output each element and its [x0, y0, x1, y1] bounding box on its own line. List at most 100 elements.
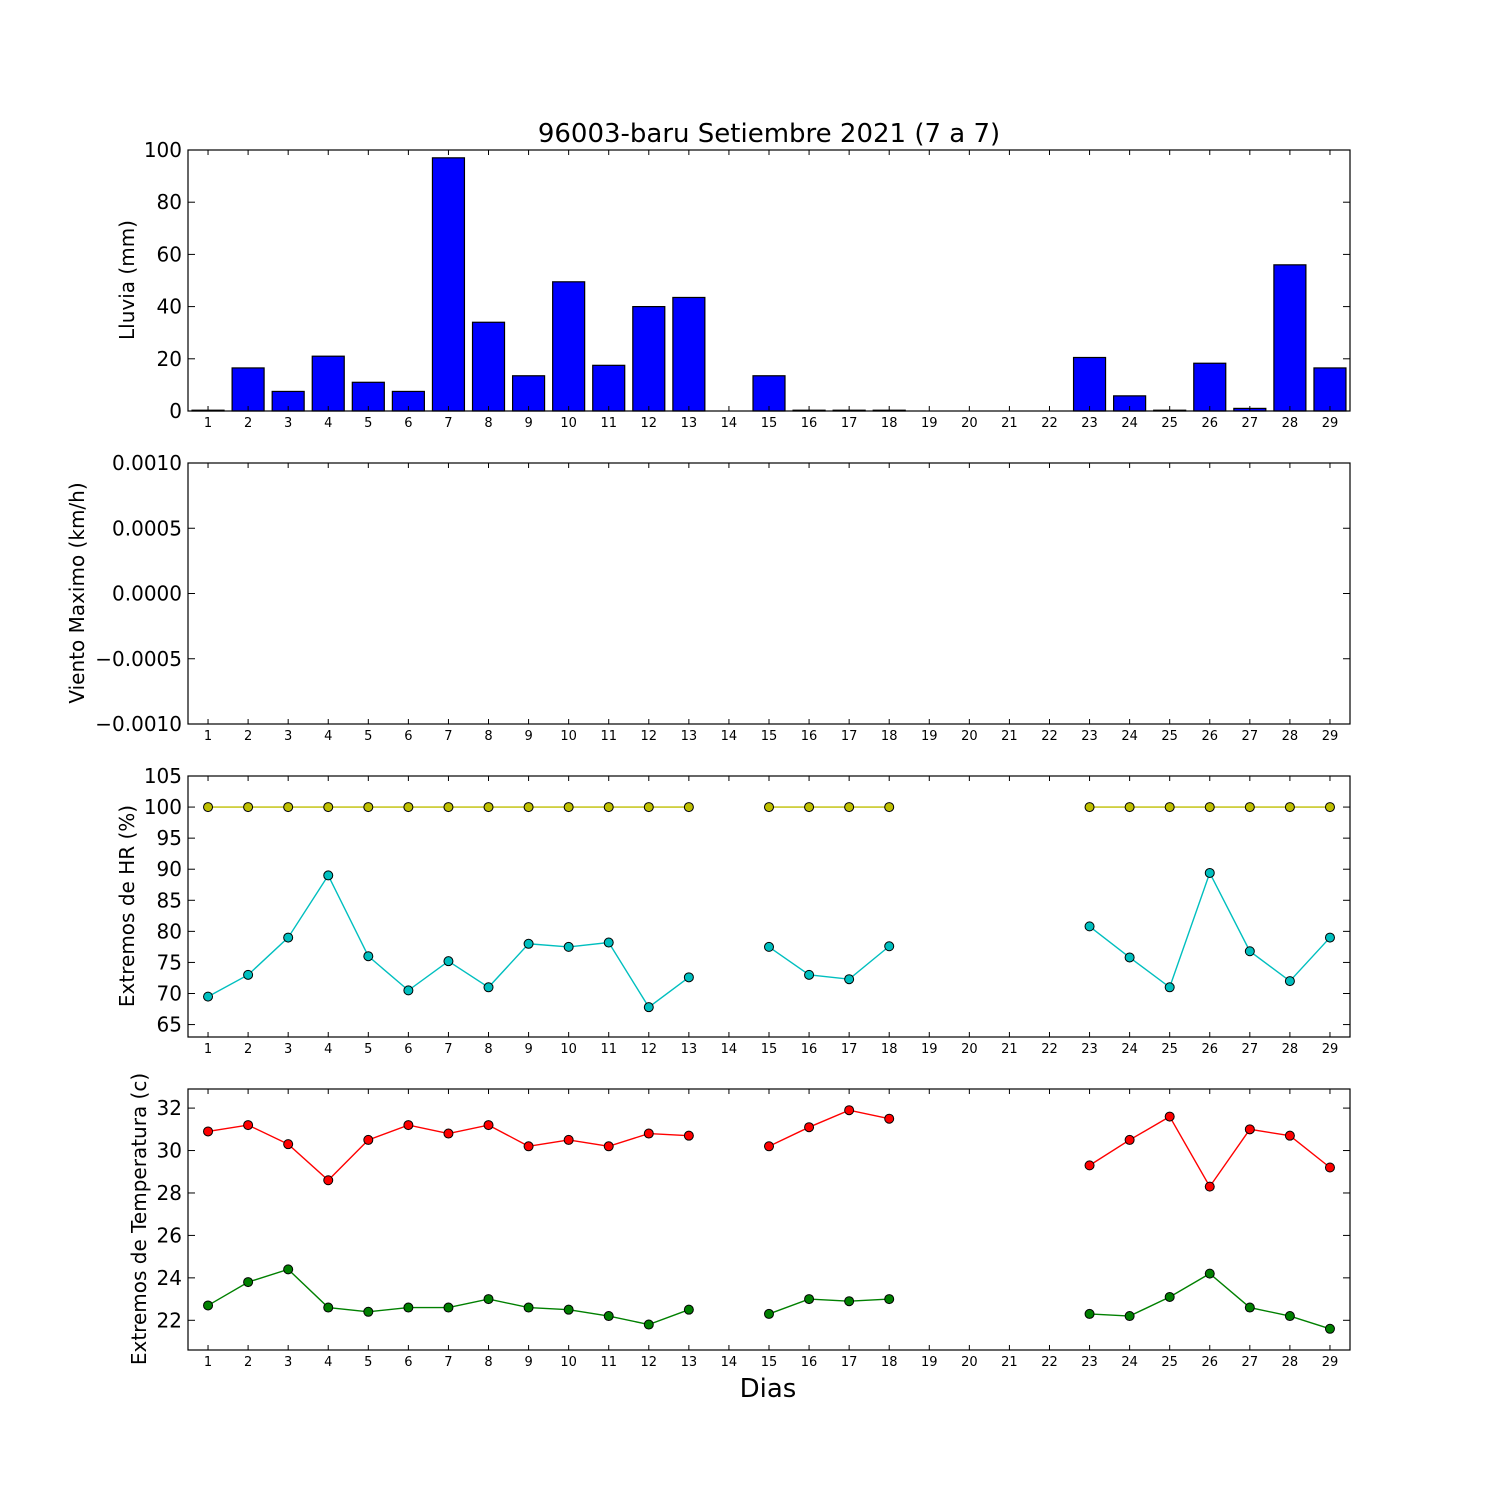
temperature-series-2-point: [804, 1294, 815, 1305]
humidity-series-1-point: [1164, 802, 1175, 813]
rainfall-x-tick-label: 13: [681, 416, 698, 431]
wind-y-tick-label: 0.0005: [112, 516, 182, 540]
temperature-series-2-point: [1084, 1308, 1095, 1319]
temperature-x-tick-label: 11: [600, 1355, 617, 1370]
wind-y-axis-label: Viento Maximo (km/h): [65, 482, 89, 703]
wind-x-tick-label: 16: [801, 729, 818, 744]
temperature-series-2-point: [1244, 1302, 1255, 1313]
temperature-x-tick-label: 28: [1282, 1355, 1299, 1370]
wind-x-tick-label: 17: [841, 729, 858, 744]
rainfall-x-tick-label: 17: [841, 416, 858, 431]
temperature-series-2-point: [643, 1319, 654, 1330]
temperature-series-1-point: [403, 1120, 414, 1131]
wind-x-tick-label: 8: [484, 729, 492, 744]
humidity-y-tick-label: 95: [157, 826, 182, 850]
humidity-x-tick-label: 12: [641, 1042, 658, 1057]
rainfall-bar: [552, 281, 586, 412]
wind-x-tick-label: 5: [364, 729, 372, 744]
wind-x-tick-label: 15: [761, 729, 778, 744]
temperature-series-1-point: [603, 1141, 614, 1152]
rainfall-bar: [471, 321, 506, 412]
humidity-plot-frame: [187, 775, 1351, 1038]
wind-y-tick-label: 0.0010: [112, 451, 182, 475]
rainfall-plot-frame: [187, 149, 1351, 412]
humidity-series-1-point: [1084, 802, 1095, 813]
humidity-series-1-point: [643, 802, 654, 813]
temperature-series-1-point: [443, 1128, 454, 1139]
humidity-series-1-point: [1204, 802, 1215, 813]
wind-x-tick-label: 23: [1081, 729, 1098, 744]
rainfall-x-tick-label: 29: [1322, 416, 1339, 431]
temperature-x-tick-label: 10: [560, 1355, 577, 1370]
temperature-series-2-point: [283, 1264, 294, 1275]
wind-x-tick-label: 7: [444, 729, 452, 744]
humidity-series-2-point: [1284, 976, 1295, 987]
humidity-y-tick-label: 90: [157, 857, 182, 881]
x-axis-label: Dias: [740, 1374, 797, 1404]
humidity-x-tick-label: 1: [204, 1042, 212, 1057]
rainfall-y-tick-label: 80: [157, 190, 182, 214]
humidity-series-1-point: [1284, 802, 1295, 813]
humidity-x-tick-label: 28: [1282, 1042, 1299, 1057]
humidity-x-tick-label: 19: [921, 1042, 938, 1057]
humidity-series-2-point: [243, 969, 254, 980]
wind-x-tick-label: 12: [641, 729, 658, 744]
temperature-series-1-point: [243, 1120, 254, 1131]
humidity-series-1-point: [483, 802, 494, 813]
rainfall-x-tick-label: 11: [600, 416, 617, 431]
temperature-y-tick-label: 26: [157, 1223, 182, 1247]
temperature-series-2-line: [207, 1268, 690, 1326]
humidity-y-tick-label: 80: [157, 919, 182, 943]
rainfall-x-tick-label: 25: [1161, 416, 1178, 431]
humidity-x-tick-label: 25: [1161, 1042, 1178, 1057]
humidity-series-1-point: [323, 802, 334, 813]
humidity-y-tick-label: 75: [157, 950, 182, 974]
humidity-x-tick-label: 27: [1242, 1042, 1259, 1057]
temperature-x-tick-label: 5: [364, 1355, 372, 1370]
temperature-series-1-point: [523, 1141, 534, 1152]
humidity-series-1-point: [363, 802, 374, 813]
temperature-series-2-point: [203, 1300, 214, 1311]
temperature-series-2-line: [1089, 1272, 1331, 1330]
humidity-x-tick-label: 11: [600, 1042, 617, 1057]
temperature-series-1-point: [203, 1126, 214, 1137]
humidity-series-1-point: [683, 802, 694, 813]
temperature-x-tick-label: 24: [1121, 1355, 1138, 1370]
temperature-x-tick-label: 20: [961, 1355, 978, 1370]
humidity-series-2-point: [1204, 867, 1215, 878]
humidity-series-2-line: [207, 874, 690, 1009]
rainfall-bar: [1313, 367, 1347, 412]
humidity-y-tick-label: 70: [157, 982, 182, 1006]
temperature-series-2-point: [1124, 1311, 1135, 1322]
temperature-x-tick-label: 15: [761, 1355, 778, 1370]
humidity-x-tick-label: 7: [444, 1042, 452, 1057]
temperature-x-tick-label: 18: [881, 1355, 898, 1370]
temperature-series-1-point: [1084, 1160, 1095, 1171]
wind-x-tick-label: 18: [881, 729, 898, 744]
wind-x-tick-label: 27: [1242, 729, 1259, 744]
humidity-series-1-point: [764, 802, 774, 813]
humidity-x-tick-label: 29: [1322, 1042, 1339, 1057]
temperature-series-2-point: [1164, 1291, 1175, 1302]
rainfall-bar: [592, 364, 626, 412]
humidity-y-tick-label: 105: [144, 764, 182, 788]
temperature-series-2-point: [523, 1302, 534, 1313]
wind-x-tick-label: 3: [284, 729, 292, 744]
temperature-series-2-point: [243, 1277, 254, 1288]
humidity-series-2-point: [1164, 982, 1175, 993]
humidity-y-tick-label: 85: [157, 888, 182, 912]
humidity-x-tick-label: 26: [1201, 1042, 1218, 1057]
humidity-x-tick-label: 3: [284, 1042, 292, 1057]
rainfall-x-tick-label: 21: [1001, 416, 1018, 431]
wind-x-tick-label: 25: [1161, 729, 1178, 744]
wind-x-tick-label: 21: [1001, 729, 1018, 744]
wind-x-tick-label: 26: [1201, 729, 1218, 744]
temperature-series-2-point: [403, 1302, 414, 1313]
wind-x-tick-label: 28: [1282, 729, 1299, 744]
wind-x-tick-label: 14: [721, 729, 738, 744]
rainfall-bar: [1072, 356, 1107, 412]
temperature-series-1-point: [563, 1134, 574, 1145]
humidity-series-2-point: [844, 974, 855, 985]
temperature-series-1-line: [768, 1109, 890, 1147]
